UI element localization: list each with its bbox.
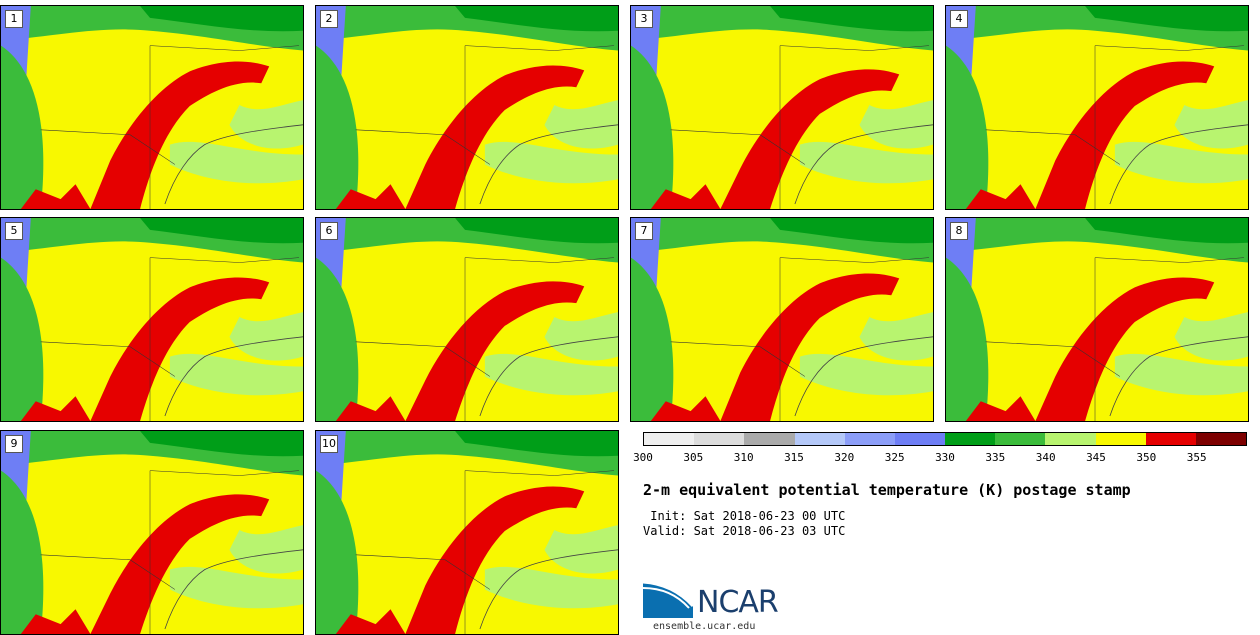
colorbar-ticks: 300 305 310 315 320 325 330 335 340 345 350 355 — [633, 451, 1247, 465]
panel-number: 2 — [320, 10, 338, 28]
theta-e-map — [1, 431, 303, 634]
init-time: Init: Sat 2018-06-23 00 UTC — [643, 509, 846, 523]
map-panel-1: 1 — [0, 5, 304, 210]
panel-number: 3 — [635, 10, 653, 28]
theta-e-map — [1, 218, 303, 421]
ncar-url: ensemble.ucar.edu — [653, 621, 756, 632]
colorbar-tick-label: 300 — [633, 451, 653, 464]
colorbar-tick-label: 325 — [884, 451, 905, 464]
colorbar-tick-label: 355 — [1186, 451, 1207, 464]
panel-number: 8 — [950, 222, 968, 240]
colorbar-segment — [995, 433, 1046, 445]
colorbar-segment — [794, 433, 845, 445]
map-panel-9: 9 — [0, 430, 304, 635]
panel-number: 7 — [635, 222, 653, 240]
colorbar-segment — [694, 433, 745, 445]
colorbar-tick-label: 350 — [1136, 451, 1157, 464]
map-panel-7: 7 — [630, 217, 934, 422]
ncar-logo-text: NCAR — [697, 585, 779, 620]
colorbar-tick-label: 320 — [834, 451, 855, 464]
map-panel-3: 3 — [630, 5, 934, 210]
map-panel-6: 6 — [315, 217, 619, 422]
panel-number: 1 — [5, 10, 23, 28]
colorbar-tick-label: 315 — [784, 451, 804, 464]
valid-time: Valid: Sat 2018-06-23 03 UTC — [643, 524, 846, 538]
colorbar-tick-label: 335 — [985, 451, 1006, 464]
colorbar-tick-label: 340 — [1035, 451, 1056, 464]
colorbar-segment — [844, 433, 895, 445]
theta-e-map — [631, 218, 933, 421]
colorbar-tick-label: 330 — [935, 451, 955, 464]
colorbar-segment — [644, 433, 695, 445]
panel-number: 10 — [320, 435, 338, 453]
colorbar-segment — [1145, 433, 1196, 445]
map-panel-8: 8 — [945, 217, 1249, 422]
map-panel-10: 10 — [315, 430, 619, 635]
panel-number: 5 — [5, 222, 23, 240]
colorbar-tick-label: 310 — [733, 451, 754, 464]
map-panel-5: 5 — [0, 217, 304, 422]
colorbar-segment — [1095, 433, 1146, 445]
theta-e-map — [631, 6, 933, 209]
colorbar-segment — [1045, 433, 1096, 445]
colorbar-segment — [945, 433, 996, 445]
ncar-logo-icon — [643, 580, 695, 618]
map-panel-2: 2 — [315, 5, 619, 210]
panel-number: 9 — [5, 435, 23, 453]
map-panel-4: 4 — [945, 5, 1249, 210]
theta-e-map — [946, 6, 1248, 209]
theta-e-map — [316, 431, 618, 634]
colorbar-tick-label: 345 — [1086, 451, 1106, 464]
colorbar-segment — [744, 433, 795, 445]
theta-e-map — [316, 6, 618, 209]
plot-title: 2-m equivalent potential temperature (K)… — [643, 481, 1131, 499]
panel-number: 4 — [950, 10, 968, 28]
colorbar — [643, 432, 1247, 446]
panel-number: 6 — [320, 222, 338, 240]
colorbar-tick-label: 305 — [683, 451, 704, 464]
theta-e-map — [1, 6, 303, 209]
colorbar-segment — [1195, 433, 1247, 445]
colorbar-segment — [894, 433, 946, 445]
theta-e-map — [316, 218, 618, 421]
theta-e-map — [946, 218, 1248, 421]
